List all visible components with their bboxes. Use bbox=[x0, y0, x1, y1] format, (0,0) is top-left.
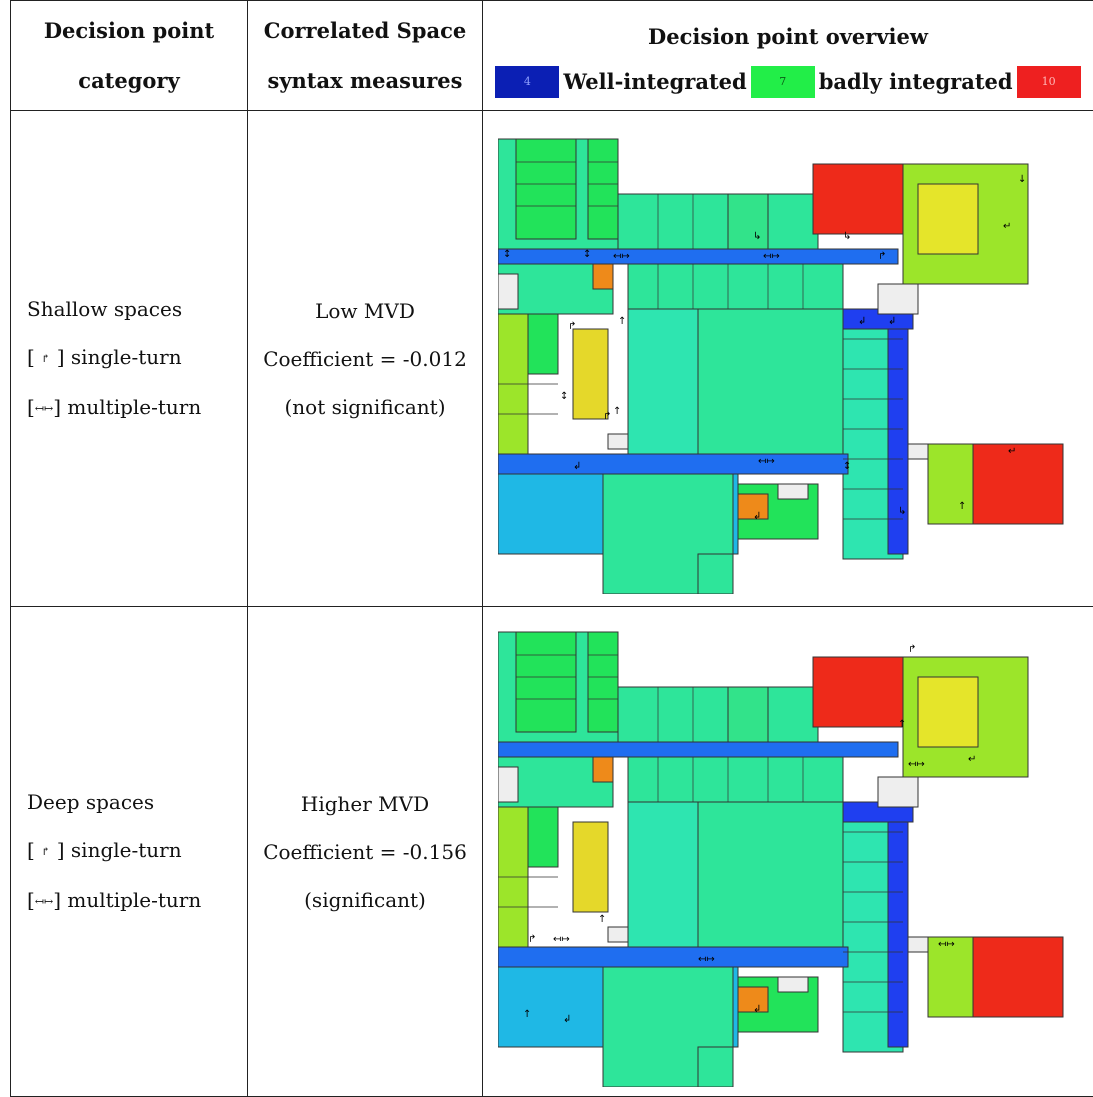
svg-text:↱: ↱ bbox=[603, 411, 611, 422]
single-turn-label: single-turn bbox=[70, 344, 182, 369]
plan-corridor-lines bbox=[498, 161, 903, 519]
multiple-turn-label: multiple-turn bbox=[67, 394, 202, 419]
header-row: Decision point category Correlated Space… bbox=[10, 0, 1093, 111]
header-category-line2: category bbox=[78, 67, 180, 93]
floor-plan-cell: ↱ ↑ ↤↦ ↵ ↑ ↱ ↤↦ ↤↦ ↑ ↲ ↤↦ ↲ bbox=[482, 606, 1093, 1097]
floor-plan-shallow: ↕ ↕ ↤↦ ↤↦↳ ↳ ↱↓↵ ↑↱↕ ↱ ↑↲ ↤↦ ↕↲ ↲↳ ↑ ↵↲ bbox=[498, 138, 1064, 594]
svg-text:↲: ↲ bbox=[573, 461, 581, 472]
measure-significance: (not significant) bbox=[284, 394, 446, 419]
multiple-turn-legend: [↤↦] multiple-turn bbox=[27, 887, 202, 912]
svg-text:↵: ↵ bbox=[1008, 446, 1016, 457]
svg-text:↳: ↳ bbox=[843, 231, 851, 242]
single-turn-label: single-turn bbox=[70, 837, 182, 862]
multiple-turn-label: multiple-turn bbox=[67, 887, 202, 912]
svg-text:↤↦: ↤↦ bbox=[698, 954, 715, 965]
integration-legend: 4 Well-integrated 7 badly integrated 10 bbox=[483, 64, 1093, 100]
header-measures: Correlated Space syntax measures bbox=[247, 0, 483, 111]
svg-text:↤↦: ↤↦ bbox=[613, 251, 630, 262]
svg-text:↤↦: ↤↦ bbox=[908, 759, 925, 770]
svg-text:↲: ↲ bbox=[858, 316, 866, 327]
svg-text:↲: ↲ bbox=[888, 316, 896, 327]
svg-text:↳: ↳ bbox=[753, 231, 761, 242]
multiple-turn-arrow-icon: ↤↦ bbox=[34, 894, 54, 908]
multiple-turn-arrow-icon: ↤↦ bbox=[34, 401, 54, 415]
plan-corridor-lines bbox=[498, 654, 903, 1012]
svg-text:↳: ↳ bbox=[898, 506, 906, 517]
measure-name: Low MVD bbox=[315, 298, 415, 323]
header-category-line1: Decision point bbox=[43, 17, 215, 43]
header-measures-line1: Correlated Space bbox=[263, 17, 467, 43]
svg-text:↕: ↕ bbox=[560, 391, 568, 402]
svg-text:↑: ↑ bbox=[598, 914, 606, 925]
floor-plan-cell: ↕ ↕ ↤↦ ↤↦ ↳ ↳ ↱ ↓ ↵ ↑ ↱ ↕ ↱ ↑ ↲ ↤↦ ↕ ↲ ↲ ↳ ↑ ↵ ↲ bbox=[482, 110, 1093, 607]
measure-name: Higher MVD bbox=[300, 791, 430, 816]
plan-arrows: ↱ ↑ ↤↦ ↵ ↑ ↱ ↤↦ ↤↦ ↑ ↲ ↤↦ ↲ bbox=[523, 644, 976, 1025]
legend-label-low: Well-integrated bbox=[563, 68, 747, 94]
category-title: Deep spaces bbox=[27, 789, 155, 814]
decision-point-table: Decision point category Correlated Space… bbox=[10, 0, 1093, 1097]
legend-swatch-high: 10 bbox=[1016, 65, 1081, 98]
plan-base bbox=[498, 138, 1064, 594]
svg-text:↱: ↱ bbox=[878, 251, 886, 262]
svg-text:↕: ↕ bbox=[843, 461, 851, 472]
single-turn-legend: [ ↱ ] single-turn bbox=[27, 837, 182, 862]
plan-base bbox=[498, 631, 1064, 1087]
multiple-turn-legend: [↤↦] multiple-turn bbox=[27, 394, 202, 419]
svg-text:↑: ↑ bbox=[613, 406, 621, 417]
measure-cell: Low MVD Coefficient = -0.012 (not signif… bbox=[247, 110, 483, 607]
svg-text:↵: ↵ bbox=[968, 754, 976, 765]
measure-cell: Higher MVD Coefficient = -0.156 (signifi… bbox=[247, 606, 483, 1097]
svg-text:↱: ↱ bbox=[908, 644, 916, 655]
single-turn-legend: [ ↱ ] single-turn bbox=[27, 344, 182, 369]
category-title: Shallow spaces bbox=[27, 296, 183, 321]
header-overview: Decision point overview 4 Well-integrate… bbox=[482, 0, 1093, 111]
svg-text:↤↦: ↤↦ bbox=[763, 251, 780, 262]
floor-plan-deep: ↱ ↑ ↤↦ ↵ ↑ ↱ ↤↦ ↤↦ ↑ ↲ ↤↦ ↲ bbox=[498, 631, 1064, 1087]
svg-text:↱: ↱ bbox=[528, 934, 536, 945]
svg-text:↑: ↑ bbox=[958, 501, 966, 512]
svg-text:↑: ↑ bbox=[898, 719, 906, 730]
svg-text:↑: ↑ bbox=[523, 1009, 531, 1020]
measure-coefficient: Coefficient = -0.156 bbox=[263, 839, 467, 864]
svg-text:↵: ↵ bbox=[1003, 221, 1011, 232]
header-category: Decision point category bbox=[10, 0, 248, 111]
header-measures-line2: syntax measures bbox=[267, 67, 463, 93]
plan-arrows: ↕ ↕ ↤↦ ↤↦↳ ↳ ↱↓↵ ↑↱↕ ↱ ↑↲ ↤↦ ↕↲ ↲↳ ↑ ↵↲ bbox=[503, 174, 1026, 522]
single-turn-arrow-icon: ↱ bbox=[41, 351, 51, 365]
svg-text:↕: ↕ bbox=[583, 249, 591, 260]
legend-swatch-low: 4 bbox=[495, 65, 560, 98]
table-row-shallow: Shallow spaces [ ↱ ] single-turn [↤↦] mu… bbox=[10, 110, 1093, 607]
table-row-deep: Deep spaces [ ↱ ] single-turn [↤↦] multi… bbox=[10, 606, 1093, 1097]
svg-text:↲: ↲ bbox=[753, 1004, 761, 1015]
legend-swatch-mid: 7 bbox=[750, 65, 815, 98]
category-cell: Deep spaces [ ↱ ] single-turn [↤↦] multi… bbox=[10, 606, 248, 1097]
svg-text:↓: ↓ bbox=[1018, 174, 1026, 185]
svg-text:↑: ↑ bbox=[618, 316, 626, 327]
svg-text:↤↦: ↤↦ bbox=[758, 456, 775, 467]
svg-text:↱: ↱ bbox=[568, 321, 576, 332]
svg-text:↕: ↕ bbox=[503, 249, 511, 260]
legend-label-mid: badly integrated bbox=[818, 68, 1013, 94]
header-overview-title: Decision point overview bbox=[648, 23, 928, 49]
category-cell: Shallow spaces [ ↱ ] single-turn [↤↦] mu… bbox=[10, 110, 248, 607]
svg-text:↤↦: ↤↦ bbox=[938, 939, 955, 950]
measure-coefficient: Coefficient = -0.012 bbox=[263, 346, 467, 371]
single-turn-arrow-icon: ↱ bbox=[41, 844, 51, 858]
measure-significance: (significant) bbox=[304, 887, 426, 912]
svg-text:↲: ↲ bbox=[563, 1014, 571, 1025]
svg-text:↤↦: ↤↦ bbox=[553, 934, 570, 945]
svg-text:↲: ↲ bbox=[753, 511, 761, 522]
